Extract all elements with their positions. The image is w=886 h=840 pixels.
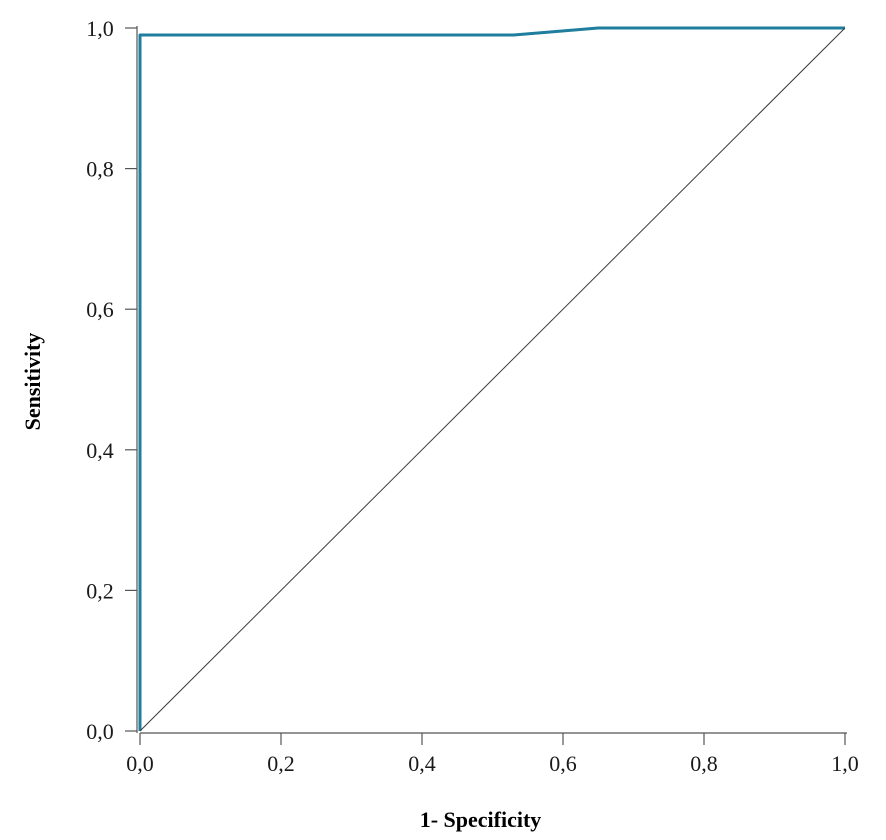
y-tick-label: 0,0 (86, 719, 114, 744)
x-tick-label: 0,4 (408, 751, 436, 776)
x-tick-label: 0,8 (690, 751, 718, 776)
y-tick-label: 0,8 (86, 157, 114, 182)
y-axis-title: Sensitivity (20, 333, 45, 431)
y-tick-label: 1,0 (86, 16, 114, 41)
y-tick-label: 0,4 (86, 438, 114, 463)
x-tick-label: 0,2 (267, 751, 295, 776)
x-tick-label: 0,0 (126, 751, 154, 776)
roc-curve-line (138, 26, 845, 731)
x-axis-title: 1- Specificity (420, 807, 542, 832)
x-tick-label: 1,0 (831, 751, 859, 776)
series-layer (138, 26, 846, 732)
x-tick-label: 0,6 (549, 751, 577, 776)
y-tick-label: 0,2 (86, 578, 114, 603)
x-axis-ticks: 0,0 0,2 0,4 0,6 0,8 1,0 (126, 733, 859, 776)
y-axis-ticks: 0,0 0,2 0,4 0,6 0,8 1,0 (86, 16, 137, 744)
y-tick-label: 0,6 (86, 297, 114, 322)
reference-diagonal-line (139, 27, 846, 732)
